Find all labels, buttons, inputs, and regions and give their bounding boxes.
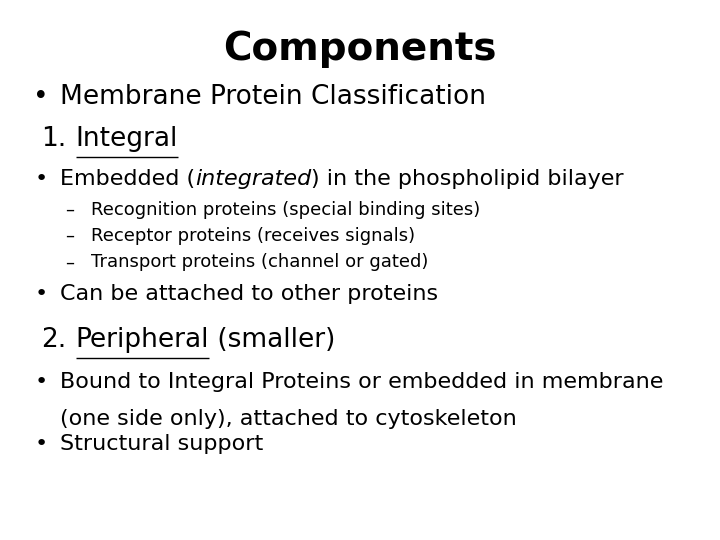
Text: Recognition proteins (special binding sites): Recognition proteins (special binding si… [91,200,481,219]
Text: ) in the phospholipid bilayer: ) in the phospholipid bilayer [311,169,624,190]
Text: •: • [35,434,48,454]
Text: Peripheral: Peripheral [76,327,209,353]
Text: Bound to Integral Proteins or embedded in membrane: Bound to Integral Proteins or embedded i… [60,372,663,393]
Text: •: • [35,169,48,190]
Text: integrated: integrated [195,169,311,190]
Text: –: – [65,200,74,219]
Text: Components: Components [223,30,497,68]
Text: –: – [65,253,74,272]
Text: (smaller): (smaller) [209,327,336,353]
Text: Can be attached to other proteins: Can be attached to other proteins [60,284,438,304]
Text: •: • [35,284,48,304]
Text: Receptor proteins (receives signals): Receptor proteins (receives signals) [91,227,415,245]
Text: –: – [65,227,74,245]
Text: •: • [35,372,48,393]
Text: Transport proteins (channel or gated): Transport proteins (channel or gated) [91,253,429,272]
Text: (one side only), attached to cytoskeleton: (one side only), attached to cytoskeleto… [60,409,516,429]
Text: Integral: Integral [76,126,178,152]
Text: Membrane Protein Classification: Membrane Protein Classification [60,84,486,110]
Text: Structural support: Structural support [60,434,263,454]
Text: Embedded (: Embedded ( [60,169,195,190]
Text: •: • [33,84,49,110]
Text: 2.: 2. [41,327,66,353]
Text: 1.: 1. [41,126,66,152]
